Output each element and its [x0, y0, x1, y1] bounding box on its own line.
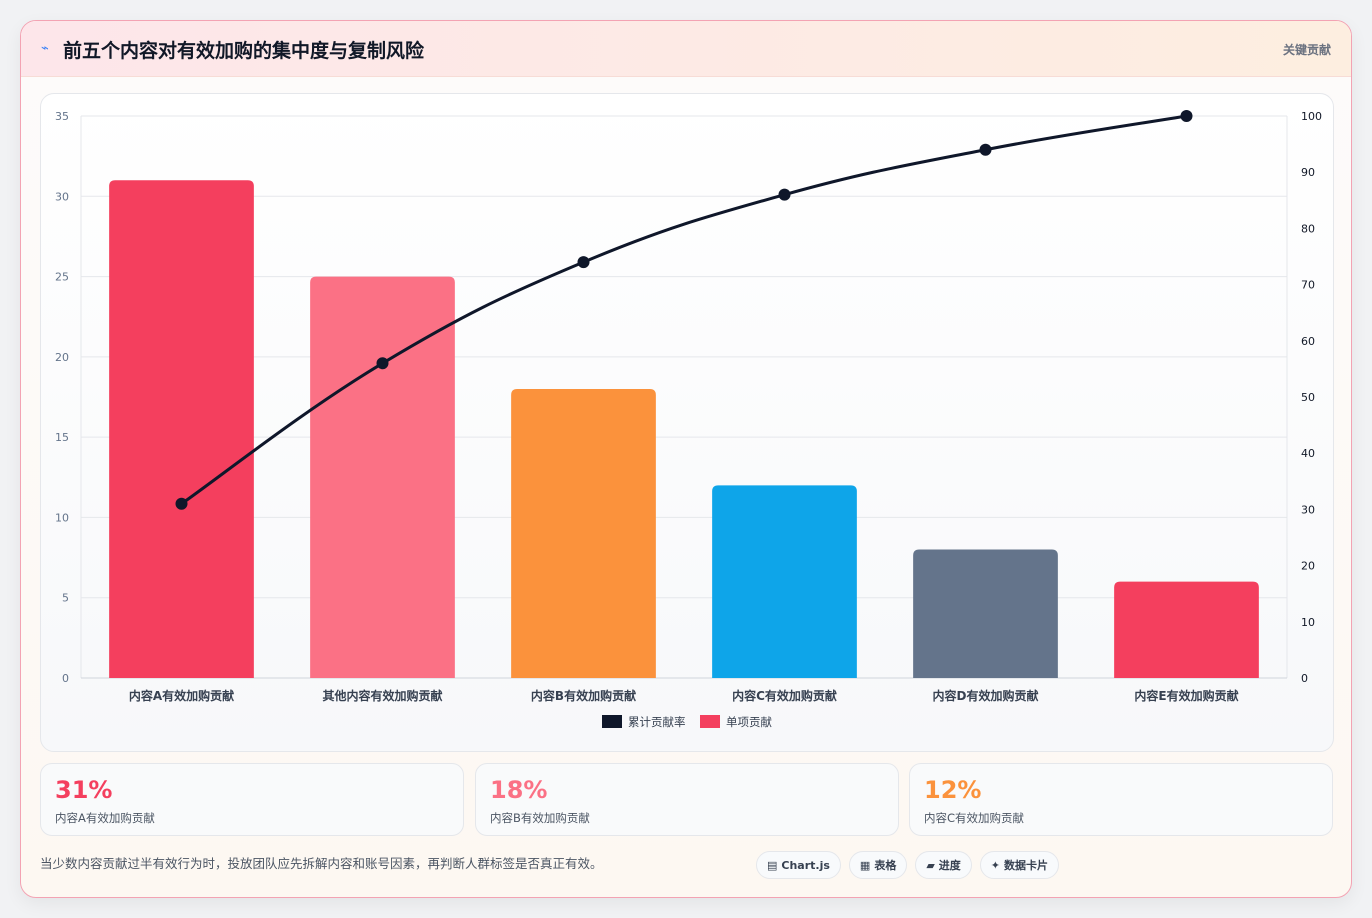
y-left-tick-label: 15: [55, 431, 69, 444]
y-left-tick-label: 25: [55, 271, 69, 284]
y-left-tick-label: 35: [55, 110, 69, 123]
kpi-value: 31%: [55, 776, 113, 804]
pareto-chart: 0 5 10 15 20 25 30 35 0 10 20 30 40 50 60 70 80 90 100 内容A有…: [55, 110, 1322, 729]
bar: [310, 276, 455, 678]
chip-label: 数据卡片: [1004, 859, 1049, 872]
footnote: 当少数内容贡献过半有效行为时，投放团队应先拆解内容和账号因素，再判断人群标签是否…: [40, 856, 603, 871]
y-right-tick-label: 70: [1301, 279, 1315, 292]
y-right-tick-label: 100: [1301, 110, 1322, 123]
y-left-tick-label: 5: [62, 592, 69, 605]
bolt-icon: ⌁: [41, 41, 49, 56]
feature-chips: ▤ Chart.js ▦ 表格 ▰ 进度 ✦ 数据卡片: [756, 851, 1060, 879]
y-right-tick-label: 80: [1301, 222, 1315, 235]
chip-label: Chart.js: [781, 858, 830, 872]
x-tick-label: 内容B有效加购贡献: [531, 688, 636, 703]
chip-chartjs[interactable]: ▤ Chart.js: [756, 851, 841, 879]
y-left-tick-label: 30: [55, 190, 69, 203]
kpi-value: 18%: [490, 776, 548, 804]
cumulative-point: [778, 188, 791, 201]
y-left-tick-label: 0: [62, 672, 69, 685]
bar: [913, 549, 1058, 678]
cumulative-line: [180, 114, 1187, 506]
table-icon: ▦: [859, 858, 871, 872]
card-header: ⌁ 前五个内容对有效加购的集中度与复制风险 关键贡献: [21, 21, 1351, 77]
bar: [1114, 581, 1259, 678]
cumulative-point: [376, 357, 389, 370]
kpi-value: 12%: [924, 776, 982, 804]
bar: [712, 485, 857, 678]
y-right-tick-label: 60: [1301, 335, 1315, 348]
bar: [109, 180, 254, 678]
legend-swatch: [602, 715, 622, 728]
x-tick-label: 内容D有效加购贡献: [933, 688, 1039, 703]
cumulative-point: [175, 497, 188, 510]
legend-label: 累计贡献率: [628, 715, 686, 729]
chip-data-card[interactable]: ✦ 数据卡片: [979, 851, 1060, 879]
header-tag: 关键贡献: [1282, 43, 1331, 57]
kpi-card-b: 18% 内容B有效加购贡献: [475, 763, 899, 836]
chip-label: 表格: [874, 859, 897, 872]
legend-label: 单项贡献: [726, 715, 772, 729]
progress-icon: ▰: [926, 858, 935, 872]
chart-card: ⌁ 前五个内容对有效加购的集中度与复制风险 关键贡献 0 5 10 15 20 25 30 3…: [20, 20, 1352, 898]
chip-progress[interactable]: ▰ 进度: [915, 851, 972, 879]
y-right-tick-label: 90: [1301, 166, 1315, 179]
bar: [511, 388, 656, 678]
chart-panel: 0 5 10 15 20 25 30 35 0 10 20 30 40 50 60 70 80 90 100 内容A有…: [40, 93, 1334, 752]
kpi-card-a: 31% 内容A有效加购贡献: [40, 763, 464, 836]
cumulative-point: [577, 256, 590, 269]
y-right-tick-label: 20: [1301, 560, 1315, 573]
kpi-label: 内容A有效加购贡献: [55, 811, 155, 825]
x-tick-label: 内容C有效加购贡献: [732, 688, 837, 703]
chip-label: 进度: [938, 859, 961, 872]
chart-title: 前五个内容对有效加购的集中度与复制风险: [63, 40, 425, 62]
y-right-tick-label: 0: [1301, 672, 1308, 685]
y-left-tick-label: 10: [55, 511, 69, 524]
y-right-tick-label: 10: [1301, 616, 1315, 629]
legend-swatch: [700, 715, 720, 728]
kpi-label: 内容C有效加购贡献: [924, 811, 1025, 825]
cumulative-point: [979, 143, 992, 156]
x-tick-label: 内容E有效加购贡献: [1134, 688, 1238, 703]
chart-icon: ▤: [767, 858, 778, 872]
x-tick-label: 内容A有效加购贡献: [129, 688, 234, 703]
cumulative-point: [1180, 110, 1193, 122]
y-left-tick-label: 20: [55, 351, 69, 364]
y-right-tick-label: 30: [1301, 503, 1315, 516]
kpi-card-c: 12% 内容C有效加购贡献: [909, 763, 1333, 836]
y-right-tick-label: 50: [1301, 391, 1315, 404]
x-tick-label: 其他内容有效加购贡献: [322, 688, 442, 703]
y-right-tick-label: 40: [1301, 447, 1315, 460]
kpi-label: 内容B有效加购贡献: [490, 811, 590, 825]
chip-table[interactable]: ▦ 表格: [848, 851, 908, 879]
sparkle-icon: ✦: [990, 858, 1001, 872]
